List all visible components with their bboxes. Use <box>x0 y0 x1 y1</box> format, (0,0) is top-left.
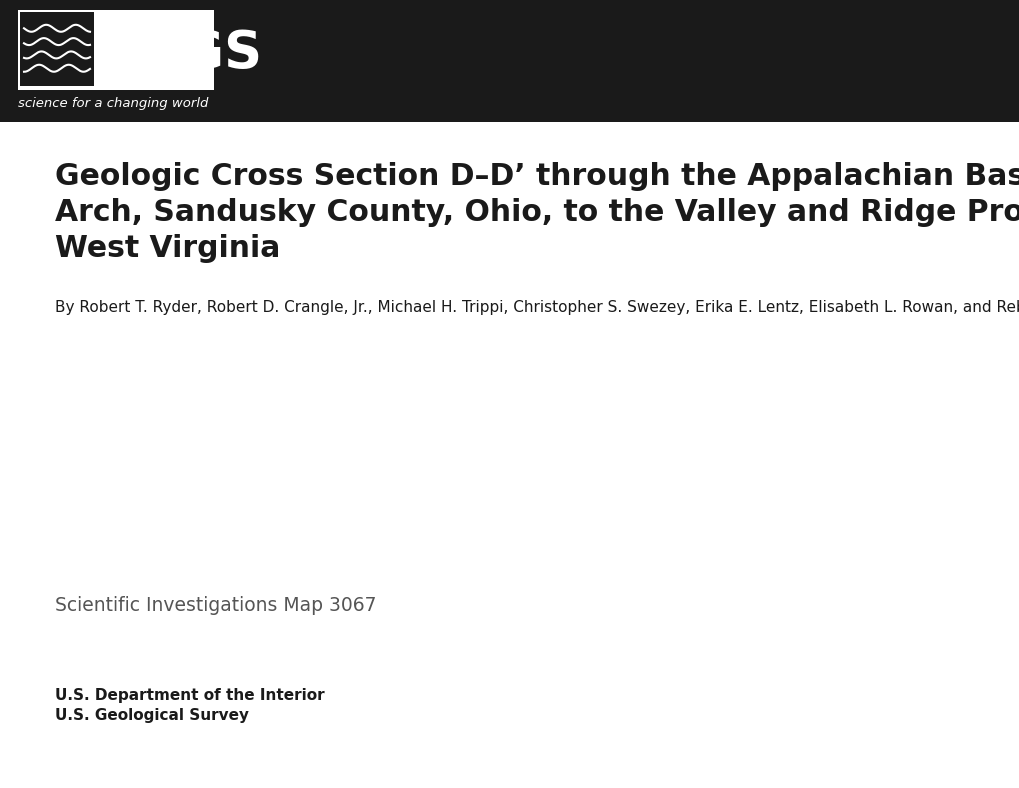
Text: By Robert T. Ryder, Robert D. Crangle, Jr., Michael H. Trippi, Christopher S. Sw: By Robert T. Ryder, Robert D. Crangle, J… <box>55 300 1019 315</box>
Text: science for a changing world: science for a changing world <box>18 97 208 110</box>
Text: Geologic Cross Section D–D’ through the Appalachian Basin from the Findlay
Arch,: Geologic Cross Section D–D’ through the … <box>55 162 1019 263</box>
Bar <box>18 10 214 90</box>
Text: USGS: USGS <box>100 28 262 80</box>
Text: U.S. Department of the Interior
U.S. Geological Survey: U.S. Department of the Interior U.S. Geo… <box>55 688 324 723</box>
Bar <box>20 12 94 86</box>
Bar <box>0 0 1019 122</box>
Text: Scientific Investigations Map 3067: Scientific Investigations Map 3067 <box>55 596 376 615</box>
